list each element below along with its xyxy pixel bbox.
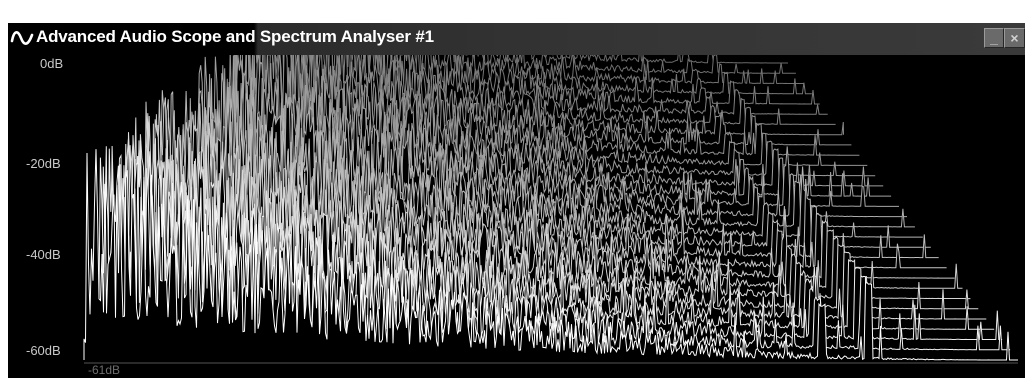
y-label-minus60db: -60dB	[26, 343, 61, 358]
y-label-minus40db: -40dB	[26, 247, 61, 262]
window-title: Advanced Audio Scope and Spectrum Analys…	[36, 27, 434, 46]
floor-label-minus61db: -61dB	[88, 363, 121, 377]
analyser-window: Advanced Audio Scope and Spectrum Analys…	[8, 23, 1025, 378]
y-label-0db: 0dB	[40, 56, 64, 71]
minimize-button[interactable]: _	[984, 28, 1004, 48]
title-bar[interactable]: Advanced Audio Scope and Spectrum Analys…	[8, 23, 1025, 55]
spectrum-trace	[253, 55, 836, 125]
spectrum-waterfall-plot: 0dB -20dB -40dB -60dB -61dB	[8, 55, 1025, 378]
spectrum-trace	[186, 73, 907, 218]
close-button[interactable]: ×	[1004, 28, 1025, 48]
waterfall-traces	[83, 55, 1018, 364]
spectrum-trace	[83, 149, 1018, 361]
sine-wave-icon	[10, 31, 34, 45]
y-label-minus20db: -20dB	[26, 156, 61, 171]
